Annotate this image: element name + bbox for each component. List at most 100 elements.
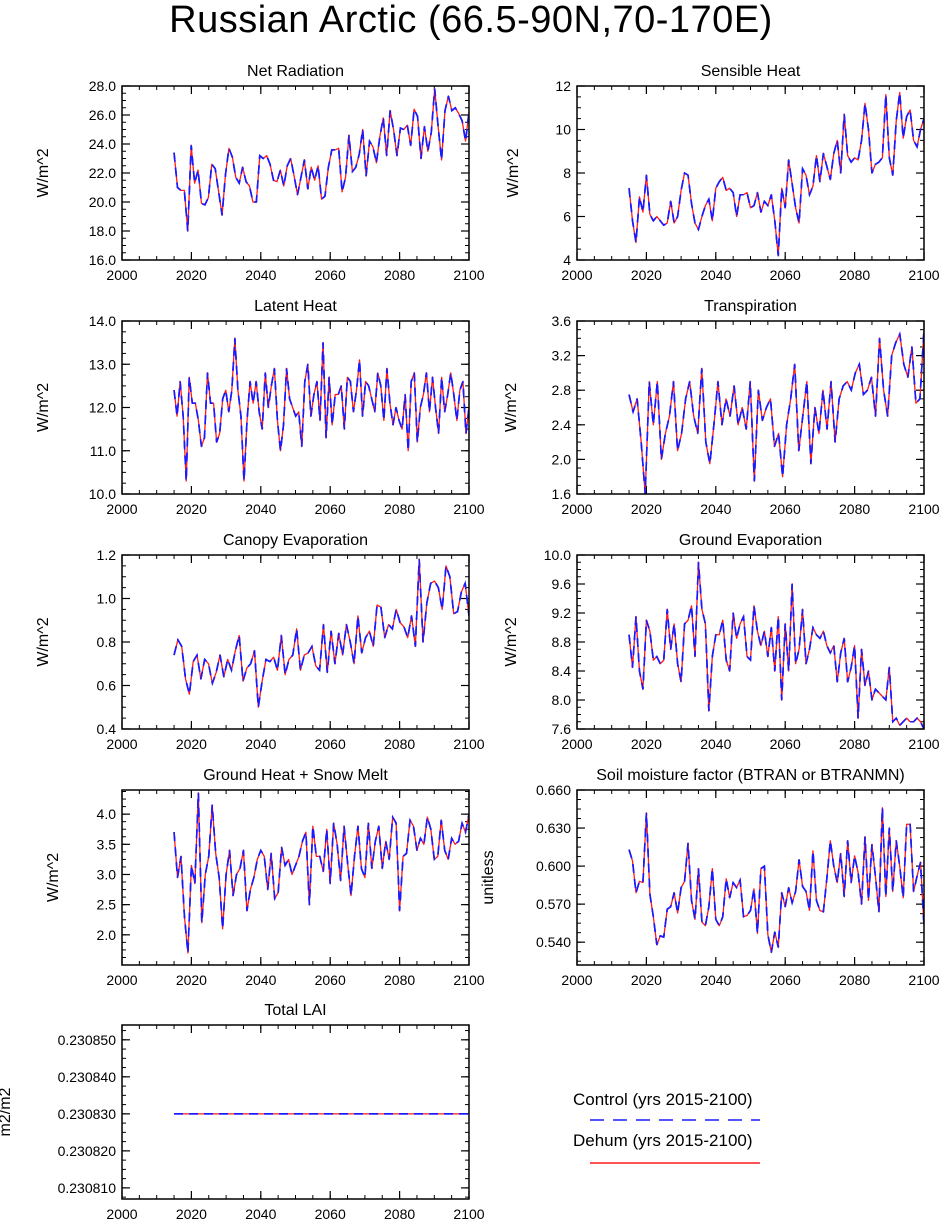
y-tick-label: 2.0: [552, 451, 572, 467]
x-tick-label: 2080: [839, 972, 870, 988]
series-line-dehum: [173, 337, 469, 482]
y-tick-label: 3.2: [552, 348, 572, 364]
x-tick-label: 2100: [908, 736, 939, 752]
y-axis-label: unitless: [480, 850, 497, 904]
y-tick-label: 0.540: [536, 934, 571, 950]
x-tick-label: 2080: [839, 501, 870, 517]
x-tick-label: 2000: [106, 501, 137, 517]
x-tick-label: 2100: [453, 736, 484, 752]
x-tick-label: 2040: [700, 972, 731, 988]
figure-title: Russian Arctic (66.5-90N,70-170E): [169, 0, 773, 41]
x-tick-label: 2040: [700, 736, 731, 752]
series-line-dehum: [628, 91, 924, 257]
x-tick-label: 2020: [176, 736, 207, 752]
y-axis-label: W/m^2: [503, 383, 520, 432]
x-tick-label: 2080: [384, 1206, 415, 1222]
y-tick-label: 2.5: [97, 897, 117, 913]
y-tick-label: 9.6: [552, 576, 572, 592]
series-line-control-overlay: [173, 338, 469, 482]
x-tick-label: 2100: [453, 267, 484, 283]
y-axis-label: W/m^2: [35, 383, 52, 432]
plot-frame: [121, 554, 470, 730]
y-tick-label: 1.6: [552, 486, 572, 502]
y-tick-label: 0.230810: [58, 1180, 117, 1196]
x-tick-label: 2100: [453, 501, 484, 517]
x-tick-label: 2020: [631, 972, 662, 988]
series-line-control: [628, 329, 924, 494]
series-line-control: [173, 558, 469, 709]
y-tick-label: 12: [555, 78, 571, 94]
chart-panel: 2000 2020 2040 2060 2080 2100 4 6 8 10 12 Sensible …: [505, 63, 940, 283]
y-axis-label: W/m^2: [35, 148, 52, 197]
legend-label-dehum: Dehum (yrs 2015-2100): [573, 1131, 753, 1150]
x-tick-label: 2060: [315, 972, 346, 988]
y-tick-label: 16.0: [89, 252, 116, 268]
x-tick-label: 2060: [770, 736, 801, 752]
x-tick-label: 2100: [453, 972, 484, 988]
series-line-control: [173, 88, 469, 232]
x-tick-label: 2080: [384, 267, 415, 283]
y-tick-label: 0.230830: [58, 1106, 117, 1122]
y-tick-label: 26.0: [89, 107, 116, 123]
x-tick-label: 2000: [106, 267, 137, 283]
y-tick-label: 0.230850: [58, 1032, 117, 1048]
y-tick-label: 0.570: [536, 896, 571, 912]
x-tick-label: 2060: [770, 972, 801, 988]
y-tick-label: 1.0: [97, 591, 117, 607]
y-tick-label: 13.0: [89, 356, 116, 372]
plot-frame: [121, 1024, 470, 1200]
y-tick-label: 0.230840: [58, 1069, 117, 1085]
chart-title: Total LAI: [264, 1002, 326, 1019]
y-tick-label: 3.5: [97, 836, 117, 852]
y-tick-label: 8.8: [552, 634, 572, 650]
series-line-dehum: [628, 561, 924, 729]
y-tick-label: 1.2: [97, 547, 117, 563]
y-tick-label: 3.6: [552, 313, 572, 329]
x-tick-label: 2040: [700, 267, 731, 283]
y-tick-label: 8.4: [552, 663, 572, 679]
y-tick-label: 0.600: [536, 858, 571, 874]
x-tick-label: 2000: [561, 972, 592, 988]
y-tick-label: 9.2: [552, 605, 572, 621]
y-tick-label: 0.660: [536, 782, 571, 798]
y-tick-label: 0.4: [97, 721, 117, 737]
series-line-control-overlay: [628, 562, 924, 729]
y-tick-label: 3.0: [97, 866, 117, 882]
series-line-dehum: [173, 88, 469, 232]
x-tick-label: 2040: [245, 1206, 276, 1222]
y-tick-label: 6: [563, 209, 571, 225]
x-tick-label: 2080: [839, 736, 870, 752]
y-tick-label: 20.0: [89, 194, 116, 210]
chart-panel: 2000 2020 2040 2060 2080 2100 0.540 0.570 0.600 0…: [480, 767, 940, 988]
x-tick-label: 2080: [384, 501, 415, 517]
plot-frame: [576, 554, 925, 730]
x-tick-label: 2040: [245, 736, 276, 752]
x-tick-label: 2020: [631, 736, 662, 752]
x-tick-label: 2040: [700, 501, 731, 517]
x-tick-label: 2100: [908, 972, 939, 988]
legend-label-control: Control (yrs 2015-2100): [573, 1090, 753, 1109]
y-axis-label: W/m^2: [505, 148, 522, 197]
chart-panel: 2000 2020 2040 2060 2080 2100 1.6 2.0 2.4 2.8 3.2 3…: [503, 298, 940, 517]
series-line-control-overlay: [173, 792, 469, 954]
series-line-control-overlay: [628, 807, 924, 953]
y-tick-label: 18.0: [89, 223, 116, 239]
chart-title: Transpiration: [704, 298, 797, 315]
x-tick-label: 2000: [106, 972, 137, 988]
chart-title: Ground Heat + Snow Melt: [203, 767, 388, 784]
series-line-dehum: [173, 558, 469, 708]
x-tick-label: 2060: [315, 736, 346, 752]
chart-panel: 2000 2020 2040 2060 2080 2100 0.4 0.6 0.8 1.0 1.2 C…: [35, 532, 485, 752]
x-tick-label: 2080: [384, 972, 415, 988]
x-tick-label: 2020: [176, 1206, 207, 1222]
plot-frame: [576, 320, 925, 495]
x-tick-label: 2020: [176, 501, 207, 517]
y-tick-label: 8: [563, 165, 571, 181]
y-tick-label: 2.8: [552, 382, 572, 398]
y-tick-label: 4.0: [97, 806, 117, 822]
plot-frame: [121, 85, 470, 261]
x-tick-label: 2060: [770, 267, 801, 283]
x-tick-label: 2060: [315, 501, 346, 517]
x-tick-label: 2020: [631, 501, 662, 517]
y-tick-label: 10.0: [89, 486, 116, 502]
